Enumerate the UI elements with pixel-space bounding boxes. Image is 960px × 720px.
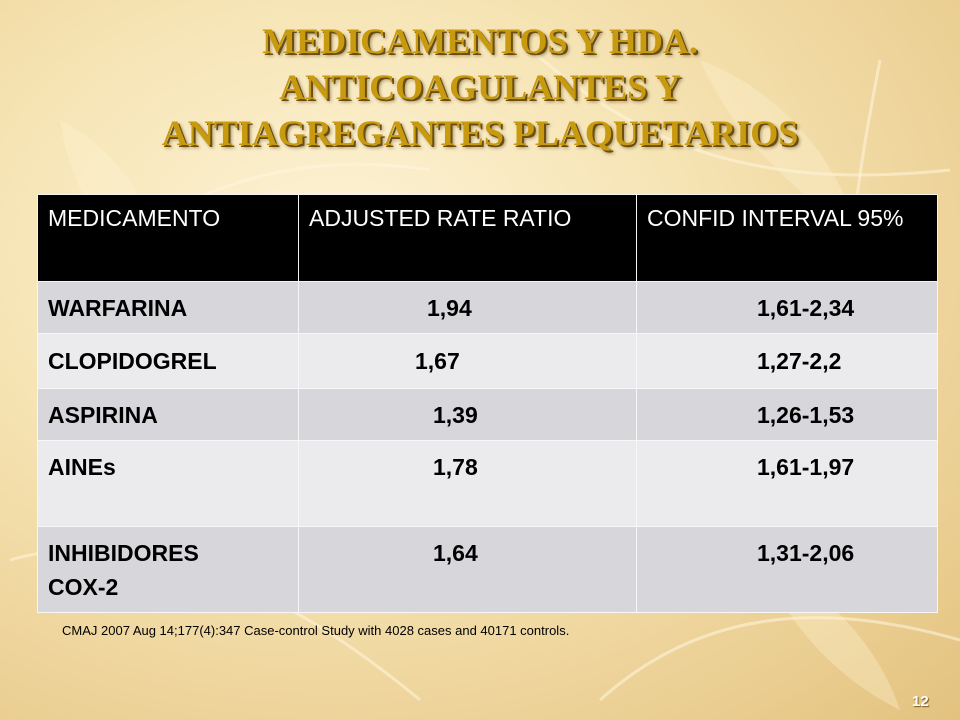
cell-ci: 1,31-2,06 (636, 526, 938, 613)
header-confid-interval: CONFID INTERVAL 95% (636, 194, 938, 282)
header-medicamento: MEDICAMENTO (37, 194, 299, 282)
table-row: WARFARINA 1,94 1,61-2,34 (37, 281, 938, 334)
cell-ci: 1,61-1,97 (636, 440, 938, 527)
results-table: MEDICAMENTO ADJUSTED RATE RATIO CONFID I… (37, 194, 938, 613)
citation-footnote: CMAJ 2007 Aug 14;177(4):347 Case-control… (62, 623, 570, 638)
cell-medicamento: INHIBIDORES COX-2 (37, 526, 299, 613)
title-line-3: ANTIAGREGANTES PLAQUETARIOS (161, 113, 799, 153)
cell-ci: 1,27-2,2 (636, 333, 938, 389)
cell-ci: 1,61-2,34 (636, 281, 938, 334)
cell-ratio: 1,64 (298, 526, 637, 613)
header-adjusted-rate-ratio: ADJUSTED RATE RATIO (298, 194, 637, 282)
page-number: 12 (912, 693, 929, 710)
table-row: INHIBIDORES COX-2 1,64 1,31-2,06 (37, 526, 938, 613)
title-line-1: MEDICAMENTOS Y HDA. (262, 21, 698, 61)
cell-ratio: 1,94 (298, 281, 637, 334)
cell-ratio: 1,39 (298, 388, 637, 441)
table-row: CLOPIDOGREL 1,67 1,27-2,2 (37, 333, 938, 389)
cell-medicamento: AINEs (37, 440, 299, 527)
cell-ratio: 1,67 (298, 333, 637, 389)
cell-medicamento: CLOPIDOGREL (37, 333, 299, 389)
table-row: AINEs 1,78 1,61-1,97 (37, 440, 938, 527)
title-line-2: ANTICOAGULANTES Y (279, 67, 681, 107)
cell-medicamento: WARFARINA (37, 281, 299, 334)
cell-ci: 1,26-1,53 (636, 388, 938, 441)
table-row: ASPIRINA 1,39 1,26-1,53 (37, 388, 938, 441)
cell-ratio: 1,78 (298, 440, 637, 527)
cell-medicamento: ASPIRINA (37, 388, 299, 441)
table-header-row: MEDICAMENTO ADJUSTED RATE RATIO CONFID I… (37, 194, 938, 282)
slide-title: MEDICAMENTOS Y HDA. ANTICOAGULANTES Y AN… (0, 18, 960, 156)
